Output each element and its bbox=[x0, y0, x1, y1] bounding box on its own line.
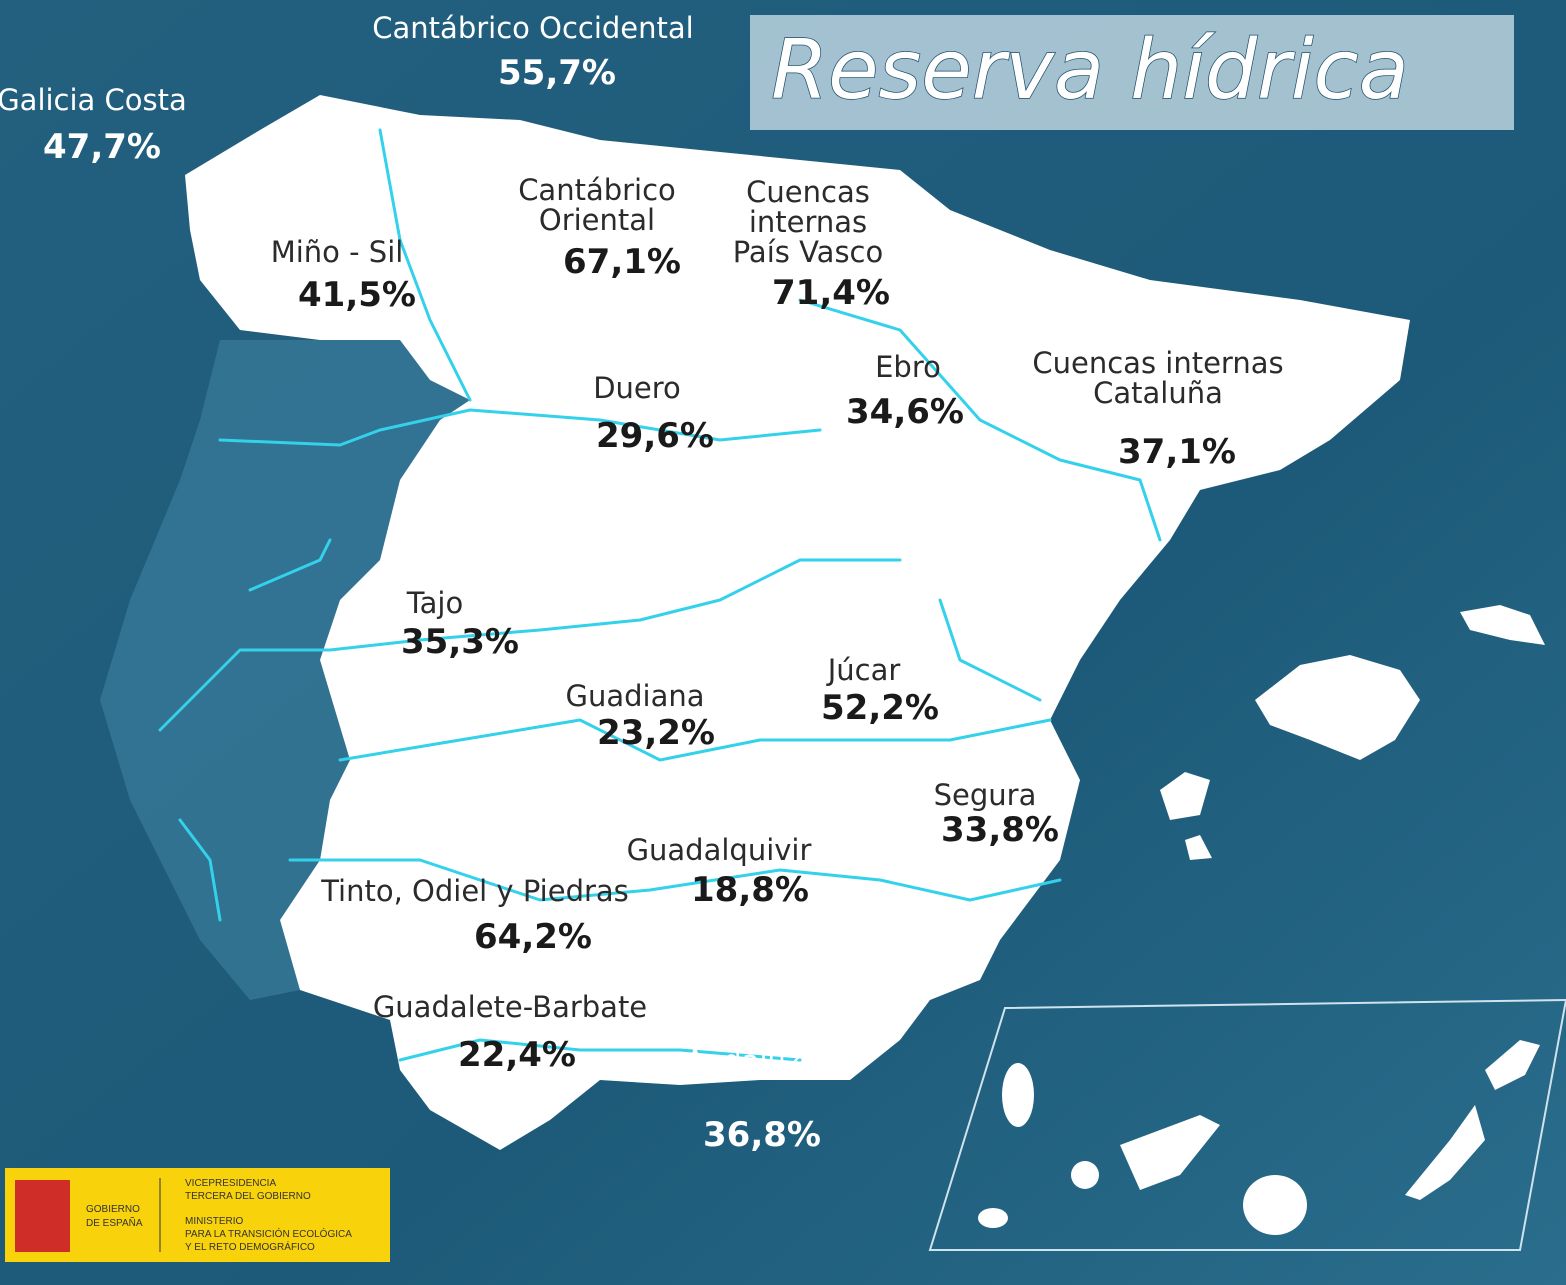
river bbox=[938, 598, 1042, 702]
basin-name: Cuencas bbox=[746, 175, 870, 209]
ibiza bbox=[1160, 772, 1210, 820]
basin-labels: Galicia Costa 47,7% Cantábrico Occidental 5… bbox=[0, 11, 1284, 1155]
logo-text: GOBIERNO bbox=[86, 1204, 140, 1215]
basin-value: 41,5% bbox=[298, 275, 416, 315]
basin-name: Cantábrico Occidental bbox=[372, 11, 693, 45]
basin-name: Oriental bbox=[539, 203, 655, 237]
basin-name: Duero bbox=[593, 371, 681, 405]
logo-text: MINISTERIO bbox=[185, 1216, 244, 1227]
river bbox=[798, 298, 1162, 542]
island bbox=[1120, 1115, 1220, 1190]
basin-value: 71,4% bbox=[772, 273, 890, 313]
river bbox=[338, 718, 1052, 762]
basin-value: 64,2% bbox=[474, 917, 592, 957]
spain-mainland bbox=[185, 95, 1410, 1150]
title-box bbox=[750, 15, 1514, 130]
menorca bbox=[1460, 605, 1545, 645]
basin-value: 29,6% bbox=[596, 416, 714, 456]
basin-name: Tinto, Odiel y Piedras bbox=[320, 874, 629, 908]
logo-text: VICEPRESIDENCIA bbox=[185, 1178, 276, 1189]
island bbox=[1405, 1105, 1485, 1200]
logo-text: Y EL RETO DEMOGRÁFICO bbox=[185, 1240, 315, 1253]
rivers bbox=[158, 128, 1162, 1062]
formentera bbox=[1185, 835, 1212, 860]
river bbox=[248, 538, 332, 592]
basin-value: 34,6% bbox=[846, 392, 964, 432]
coat-of-arms bbox=[15, 1180, 70, 1252]
river bbox=[178, 818, 222, 922]
basin-value: 67,1% bbox=[563, 242, 681, 282]
basin-name: Guadiana bbox=[565, 679, 704, 713]
basin-name: Miño - Sil bbox=[271, 235, 404, 269]
logo-text: PARA LA TRANSICIÓN ECOLÓGICA bbox=[185, 1227, 352, 1240]
basin-name: Ebro bbox=[875, 350, 941, 384]
basin-value: 18,8% bbox=[691, 870, 809, 910]
mallorca bbox=[1255, 655, 1420, 760]
basin-value: 55,7% bbox=[498, 53, 616, 93]
basin-name: Cantábrico bbox=[518, 173, 676, 207]
river bbox=[398, 1038, 802, 1062]
basin-name: País Vasco bbox=[733, 235, 884, 269]
basin-name: Andaluza bbox=[685, 1044, 819, 1078]
basin-name: Guadalete-Barbate bbox=[373, 990, 647, 1024]
basin-name: Júcar bbox=[826, 653, 901, 687]
basin-value: 23,2% bbox=[597, 713, 715, 753]
river bbox=[158, 558, 902, 732]
logo-text: TERCERA DEL GOBIERNO bbox=[185, 1191, 311, 1202]
island bbox=[1071, 1161, 1099, 1189]
basin-value: 52,2% bbox=[821, 688, 939, 728]
basin-value: 36,8% bbox=[703, 1115, 821, 1155]
basin-name: Cuencas internas bbox=[1032, 346, 1283, 380]
island bbox=[1002, 1063, 1034, 1127]
basin-name: Guadalquivir bbox=[627, 833, 812, 867]
river bbox=[378, 128, 472, 402]
basin-name: Segura bbox=[934, 778, 1037, 812]
basin-name: Tajo bbox=[406, 586, 464, 620]
logo: GOBIERNO DE ESPAÑA VICEPRESIDENCIA TERCE… bbox=[5, 1168, 390, 1262]
basin-value: 35,3% bbox=[401, 622, 519, 662]
basin-name: internas bbox=[749, 205, 867, 239]
canary-inset bbox=[928, 998, 1566, 1251]
island bbox=[978, 1208, 1008, 1228]
basin-value: 37,1% bbox=[1118, 432, 1236, 472]
basin-name: Galicia Costa bbox=[0, 83, 187, 117]
basin-name: Cuenca bbox=[698, 984, 807, 1018]
basin-value: 47,7% bbox=[43, 127, 161, 167]
canary-islands bbox=[978, 1040, 1540, 1235]
river bbox=[288, 858, 1062, 902]
island bbox=[1485, 1040, 1540, 1090]
island bbox=[1243, 1175, 1307, 1235]
river bbox=[218, 408, 822, 447]
basin-name: Cataluña bbox=[1093, 376, 1223, 410]
basin-value: 22,4% bbox=[458, 1035, 576, 1075]
title: Reserva hídrica bbox=[771, 23, 1409, 118]
basin-name: Mediterránea bbox=[655, 1014, 849, 1048]
logo-text: DE ESPAÑA bbox=[86, 1216, 143, 1229]
basin-value: 33,8% bbox=[941, 810, 1059, 850]
